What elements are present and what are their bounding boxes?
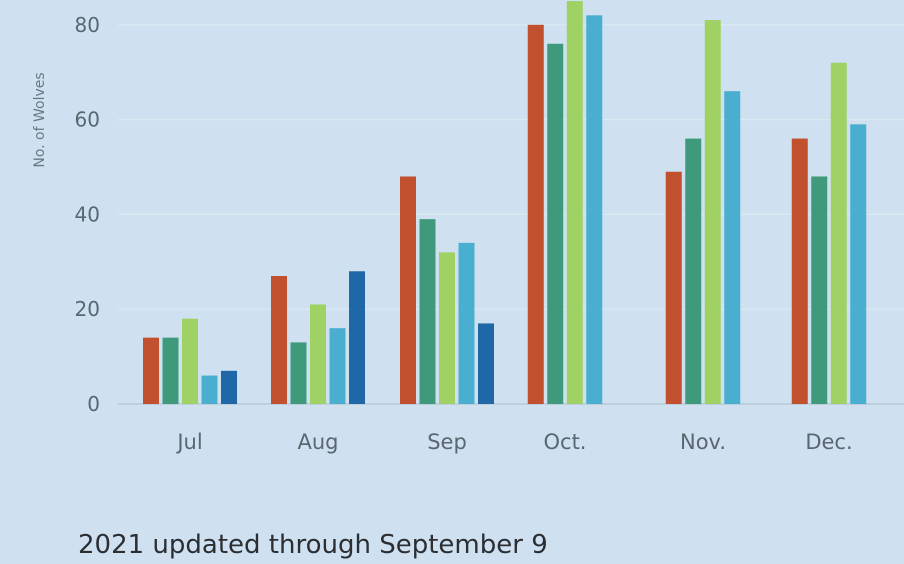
x-tick-label: Aug xyxy=(297,430,338,454)
x-tick-label: Dec. xyxy=(805,430,852,454)
y-axis-ticks: 0 20 40 60 80 xyxy=(75,13,100,416)
y-axis-label: No. of Wolves xyxy=(32,72,48,167)
bar xyxy=(290,342,307,404)
bar xyxy=(527,24,544,405)
y-tick-label: 20 xyxy=(75,297,100,321)
bar xyxy=(400,176,416,404)
bar xyxy=(201,375,218,404)
x-tick-label: Nov. xyxy=(680,430,726,454)
y-tick-label: 80 xyxy=(75,13,100,37)
x-tick-label: Jul xyxy=(175,430,202,454)
bar xyxy=(566,1,583,404)
bar xyxy=(547,43,564,404)
bar xyxy=(439,252,455,404)
bar xyxy=(419,219,436,404)
bar xyxy=(685,138,702,404)
bar xyxy=(221,370,237,404)
bar xyxy=(349,271,365,404)
bar xyxy=(478,323,494,404)
bar xyxy=(850,124,867,404)
bar xyxy=(143,337,159,404)
x-tick-label: Sep xyxy=(427,430,467,454)
y-tick-label: 40 xyxy=(75,202,100,226)
y-tick-label: 0 xyxy=(87,392,100,416)
bar xyxy=(310,304,326,404)
y-tick-label: 60 xyxy=(75,108,100,132)
bar xyxy=(458,242,475,404)
bars xyxy=(143,1,867,405)
bar xyxy=(830,62,847,404)
bar xyxy=(724,91,741,404)
x-axis-ticks: Jul Aug Sep Oct. Nov. Dec. xyxy=(175,430,852,454)
bar xyxy=(665,171,682,404)
bar xyxy=(182,318,198,404)
caption: 2021 updated through September 9 xyxy=(78,530,548,560)
bar xyxy=(791,138,808,404)
x-tick-label: Oct. xyxy=(544,430,587,454)
bar xyxy=(271,276,287,404)
bar xyxy=(329,328,346,404)
gridlines xyxy=(118,24,904,405)
bar xyxy=(162,337,179,404)
bar xyxy=(704,20,721,405)
bar xyxy=(586,15,603,404)
bar xyxy=(811,176,828,404)
